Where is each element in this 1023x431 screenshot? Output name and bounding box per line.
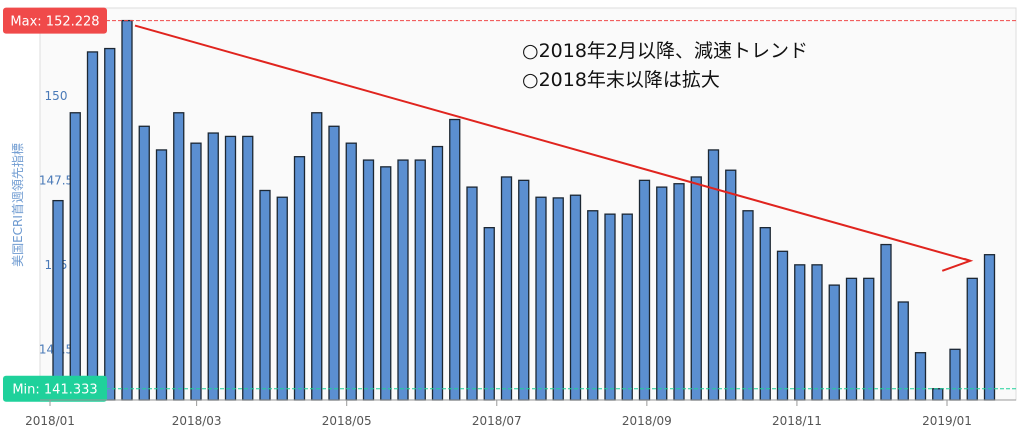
bar [863,277,875,401]
bar [311,112,323,401]
x-tick-label: 2018/05 [322,414,372,428]
bar [121,19,133,401]
bar [656,186,668,401]
annotation-expansion: ○2018年末以降は拡大 [522,69,720,91]
bar [845,277,858,401]
bar [949,348,961,401]
bar [673,183,685,401]
bar [276,196,288,401]
y-tick-label: 150 [45,89,68,103]
bar [811,264,823,401]
y-axis-label: 美国ECRI首週領先指標 [10,143,25,267]
bar [293,156,306,401]
bar [518,179,530,401]
bar [259,189,271,401]
bar [397,159,409,401]
bar [897,301,909,401]
bar [449,118,461,401]
bar [104,47,116,401]
bar [224,135,237,401]
x-tick-label: 2018/03 [172,414,222,428]
x-tick-label: 2018/09 [622,414,672,428]
bar [621,213,633,401]
bar [138,125,150,401]
bar [725,169,737,401]
bar [207,132,219,401]
trend-arrowhead [941,257,974,272]
y-tick-label: 147.5 [39,173,73,187]
bar [569,194,582,401]
bar [155,149,168,401]
x-tick-label: 2018/11 [772,414,822,428]
bar [328,125,340,401]
min-badge [3,375,107,402]
bar [362,159,375,401]
bar [914,352,927,401]
min-badge-label: Min: 141.333 [12,383,97,398]
trend-line [134,24,971,262]
bar [966,277,978,401]
bar [932,388,944,401]
bar [86,51,99,401]
bar [587,210,599,401]
bar [759,227,771,401]
x-tick-label: 2018/01 [25,414,75,428]
bar [483,227,495,401]
bar [638,179,651,401]
bar [742,210,754,401]
max-badge [3,7,107,34]
bar [552,197,564,401]
bar [500,176,513,401]
bar [431,145,444,401]
bar [880,243,892,401]
bar [414,159,426,401]
bar [466,186,478,401]
bar [604,213,616,401]
bar [69,112,81,401]
bar [983,254,996,401]
bar [380,166,392,401]
x-tick-label: 2018/07 [472,414,522,428]
bar [776,250,789,401]
bar [190,142,202,401]
bar [794,264,806,401]
bar [345,142,357,401]
bar [690,176,702,401]
annotation-trend-down: ○2018年2月以降、減速トレンド [522,40,808,62]
bar [173,112,185,401]
max-badge-label: Max: 152.228 [10,15,99,30]
bar [535,196,547,401]
bar [828,284,840,401]
x-tick-label: 2019/01 [922,414,972,428]
bar [242,135,254,401]
bar [52,199,64,401]
